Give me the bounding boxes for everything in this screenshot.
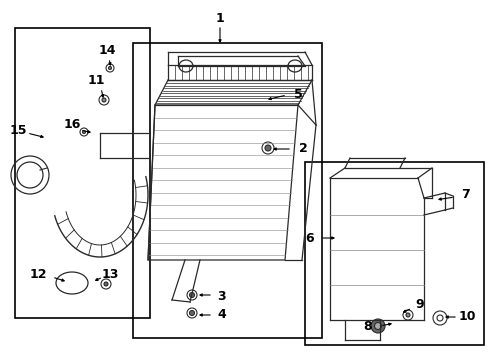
Text: 2: 2 xyxy=(298,143,307,156)
Circle shape xyxy=(108,67,111,69)
Text: 6: 6 xyxy=(305,231,314,244)
Text: 16: 16 xyxy=(63,117,81,130)
Circle shape xyxy=(102,98,106,102)
Circle shape xyxy=(374,323,381,329)
Bar xyxy=(133,43,321,338)
Text: 10: 10 xyxy=(457,310,475,324)
Text: 14: 14 xyxy=(98,45,116,58)
Bar xyxy=(15,28,150,318)
Text: 1: 1 xyxy=(215,12,224,24)
Circle shape xyxy=(82,130,85,134)
Circle shape xyxy=(189,292,194,297)
Circle shape xyxy=(104,282,108,286)
Text: 7: 7 xyxy=(460,189,468,202)
Text: 9: 9 xyxy=(415,298,424,311)
Text: 12: 12 xyxy=(29,269,47,282)
Bar xyxy=(305,162,483,345)
Text: 13: 13 xyxy=(101,269,119,282)
Text: 11: 11 xyxy=(87,73,104,86)
Circle shape xyxy=(189,310,194,315)
Circle shape xyxy=(405,313,409,317)
Circle shape xyxy=(370,319,384,333)
Text: 3: 3 xyxy=(217,289,226,302)
Circle shape xyxy=(264,145,270,151)
Text: 5: 5 xyxy=(293,87,302,100)
Text: 15: 15 xyxy=(9,123,27,136)
Text: 8: 8 xyxy=(363,320,371,333)
Text: 4: 4 xyxy=(217,309,226,321)
